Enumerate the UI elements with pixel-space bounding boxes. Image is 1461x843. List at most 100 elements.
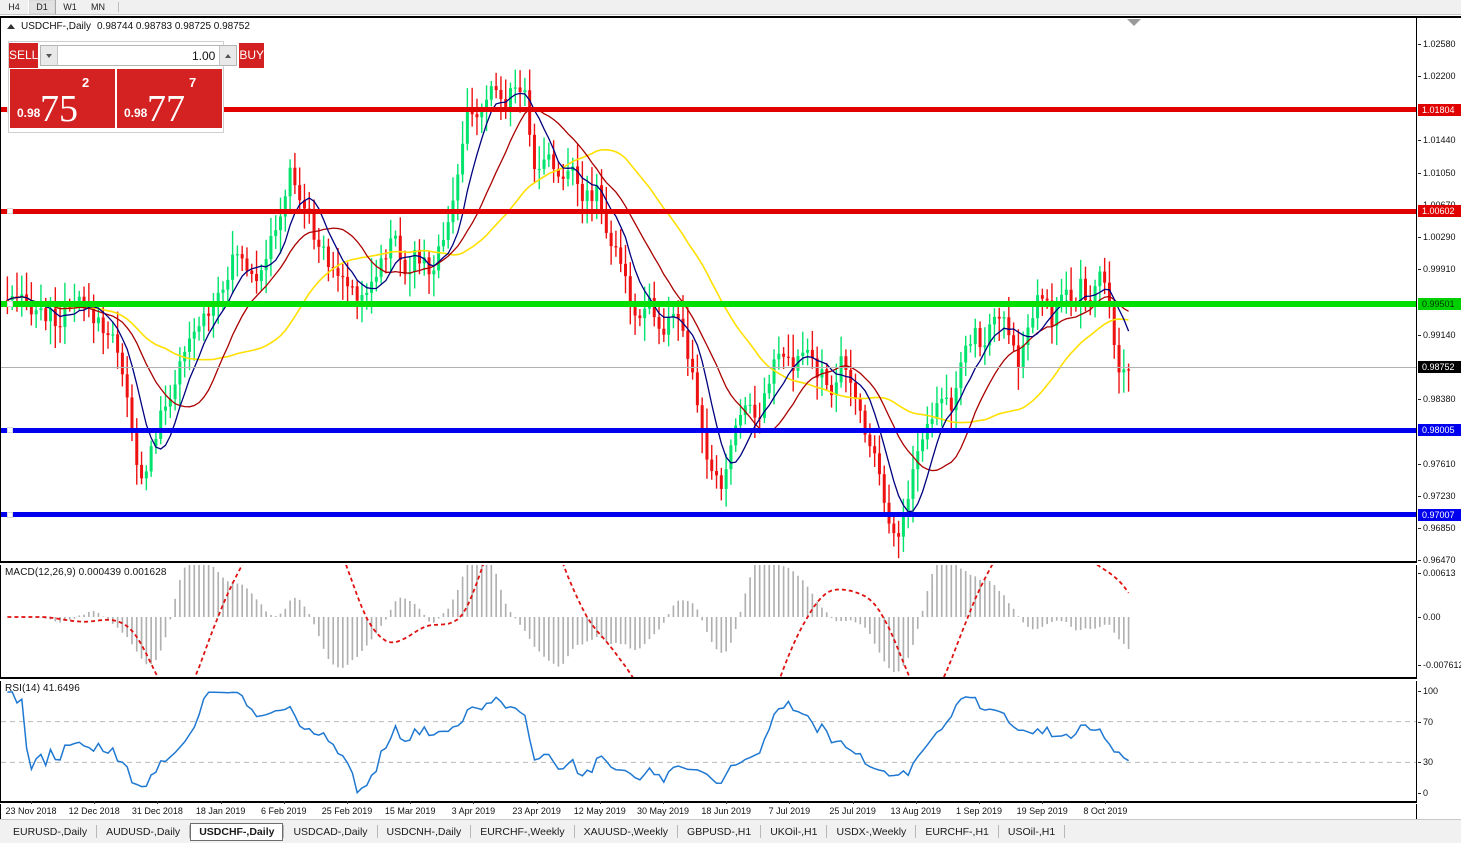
level-line-pivot[interactable] — [1, 301, 1416, 308]
date-tick — [94, 801, 96, 804]
chart-ohlc-label: 0.98744 0.98783 0.98725 0.98752 — [97, 20, 250, 32]
volume-decrease-button[interactable] — [41, 46, 59, 65]
tick-dash — [1418, 237, 1421, 239]
price-scale[interactable]: 1.02580 1.02200 1.01440 1.01050 1.00290 0.999… — [1418, 18, 1461, 566]
price-tick: 1.02580 — [1418, 39, 1461, 50]
symbol-tab-ukoilh1[interactable]: UKOil-,H1 — [770, 825, 818, 838]
date-label: 8 Oct 2019 — [1083, 806, 1128, 816]
sell-price-box[interactable]: 0.98 75 2 — [10, 69, 115, 130]
level-line-support-upper[interactable] — [1, 427, 1416, 434]
tick-label: 0.96470 — [1423, 555, 1456, 565]
price-level-tag-support-upper[interactable]: 0.98005 — [1418, 424, 1461, 437]
timeframe-button-d1[interactable]: D1 — [28, 0, 56, 14]
date-label: 30 May 2019 — [636, 806, 690, 816]
price-level-tag-resistance-lower[interactable]: 1.00602 — [1418, 205, 1461, 218]
level-line-handle[interactable] — [7, 511, 13, 518]
symbol-tab-usdcnhdaily[interactable]: USDCNH-,Daily — [386, 825, 462, 838]
symbol-tab-eurchfweekly[interactable]: EURCHF-,Weekly — [480, 825, 565, 838]
symbol-tab-xauusdweekly[interactable]: XAUUSD-,Weekly — [583, 825, 669, 838]
rsi-pane[interactable]: RSI(14) 41.6496 — [0, 681, 1417, 803]
tab-divider — [96, 825, 98, 838]
date-tick — [915, 801, 917, 804]
price-level-tag-current-price[interactable]: 0.98752 — [1418, 361, 1461, 374]
chevron-down-icon — [46, 53, 53, 58]
price-tick: 0.96850 — [1418, 523, 1461, 534]
chart-shift-marker-icon[interactable] — [1127, 19, 1141, 26]
level-line-resistance-lower[interactable] — [1, 208, 1416, 215]
date-tick — [347, 801, 348, 804]
symbol-tab-audusddaily[interactable]: AUDUSD-,Daily — [106, 825, 181, 838]
macd-label: MACD(12,26,9) 0.000439 0.001628 — [5, 567, 167, 578]
price-level-tag-resistance-upper[interactable]: 1.01804 — [1418, 103, 1461, 116]
rsi-tick: 0 — [1418, 788, 1461, 799]
tick-label: 30 — [1423, 757, 1434, 768]
level-line-handle[interactable] — [7, 208, 13, 215]
buy-price-pip: 7 — [189, 75, 197, 90]
symbol-tab-eurchfh1[interactable]: EURCHF-,H1 — [925, 825, 989, 838]
buy-button[interactable]: BUY — [239, 43, 265, 68]
date-tick — [31, 801, 32, 804]
rsi-tick: 100 — [1418, 686, 1461, 697]
buy-price-box[interactable]: 0.98 77 7 — [117, 69, 222, 130]
symbol-tab-usdxweekly[interactable]: USDX-,Weekly — [836, 825, 907, 838]
tick-dash — [1418, 665, 1421, 666]
date-label: 12 Dec 2018 — [68, 806, 120, 816]
date-tick — [473, 801, 475, 804]
timeframe-toolbar: H4 D1 W1 MN — [0, 0, 1461, 15]
tick-dash — [1418, 140, 1421, 142]
price-tick: 0.97610 — [1418, 459, 1461, 470]
date-axis[interactable]: 23 Nov 2018 12 Dec 2018 31 Dec 2018 18 Jan … — [0, 801, 1417, 820]
date-tick — [410, 801, 412, 804]
tick-label: 1.01050 — [1423, 168, 1456, 179]
price-tick: 1.02200 — [1418, 71, 1461, 82]
price-level-tag-pivot[interactable]: 0.99501 — [1418, 298, 1461, 311]
macd-pane[interactable]: MACD(12,26,9) 0.000439 0.001628 — [0, 565, 1417, 679]
symbol-tab-usoilh1[interactable]: USOil-,H1 — [1007, 825, 1056, 838]
sell-price-prefix: 0.98 — [17, 106, 41, 120]
one-click-trading-panel[interactable]: SELL BUY 0.98 75 2 0.98 77 7 — [8, 41, 265, 133]
rsi-plot — [1, 691, 1416, 795]
timeframe-button-mn[interactable]: MN — [84, 0, 112, 14]
level-line-handle[interactable] — [7, 427, 13, 434]
rsi-scale[interactable]: 100 70 30 0 — [1418, 681, 1461, 803]
tick-dash — [1418, 527, 1421, 529]
tick-dash — [1418, 44, 1421, 45]
date-tick — [157, 801, 159, 804]
price-tick: 0.96470 — [1418, 555, 1461, 566]
price-level-tag-support-lower[interactable]: 0.97007 — [1418, 508, 1461, 521]
date-label: 23 Nov 2018 — [5, 806, 57, 816]
tick-dash — [1418, 691, 1421, 692]
price-tick: 1.01440 — [1418, 135, 1461, 146]
chart-frame: USDCHF-,Daily 0.98744 0.98783 0.98725 0.… — [0, 16, 1461, 820]
symbol-tab-eurusddaily[interactable]: EURUSD-,Daily — [13, 825, 88, 838]
symbol-tab-bar[interactable]: EURUSD-,Daily AUDUSD-,Daily USDCHF-,Daily U… — [0, 819, 1461, 843]
symbol-tab-gbpusdh1[interactable]: GBPUSD-,H1 — [687, 825, 752, 838]
sell-button[interactable]: SELL — [9, 43, 39, 68]
tick-label: 1.01440 — [1423, 135, 1456, 146]
price-tick: 1.00290 — [1418, 232, 1461, 243]
collapse-triangle-icon[interactable] — [7, 23, 15, 29]
date-label: 7 Jul 2019 — [768, 806, 811, 816]
price-pane[interactable]: USDCHF-,Daily 0.98744 0.98783 0.98725 0.… — [0, 18, 1417, 563]
tick-label: 0.00 — [1423, 612, 1441, 622]
date-label: 6 Feb 2019 — [261, 806, 307, 816]
volume-stepper[interactable] — [40, 45, 238, 66]
level-line-handle[interactable] — [7, 301, 13, 308]
symbol-tab-usdchfdaily[interactable]: USDCHF-,Daily — [190, 822, 284, 841]
trade-panel-price-row: 0.98 75 2 0.98 77 7 — [9, 69, 223, 130]
timeframe-button-h4[interactable]: H4 — [0, 0, 28, 14]
tick-label: 0.98380 — [1423, 393, 1456, 404]
chart-symbol-label: USDCHF-,Daily — [21, 20, 91, 32]
volume-input[interactable] — [58, 46, 220, 65]
tab-divider — [1064, 825, 1066, 838]
timeframe-button-w1[interactable]: W1 — [56, 0, 84, 14]
tick-label: 0 — [1423, 788, 1429, 798]
toolbar-divider — [118, 2, 119, 12]
tick-label: 100 — [1423, 686, 1439, 696]
level-line-current-price[interactable] — [1, 366, 1416, 368]
volume-increase-button[interactable] — [219, 46, 237, 65]
macd-scale[interactable]: 0.00613 0.00 -0.007612 — [1418, 565, 1461, 679]
tick-dash — [1418, 560, 1421, 561]
symbol-tab-usdcaddaily[interactable]: USDCAD-,Daily — [293, 825, 368, 838]
level-line-support-lower[interactable] — [1, 511, 1416, 518]
